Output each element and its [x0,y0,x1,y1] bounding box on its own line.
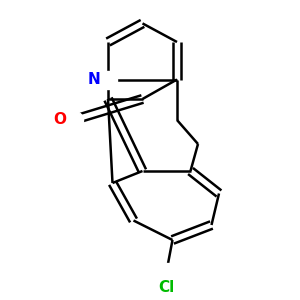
Text: O: O [53,112,66,128]
Text: Cl: Cl [158,280,175,296]
Text: N: N [88,72,100,87]
